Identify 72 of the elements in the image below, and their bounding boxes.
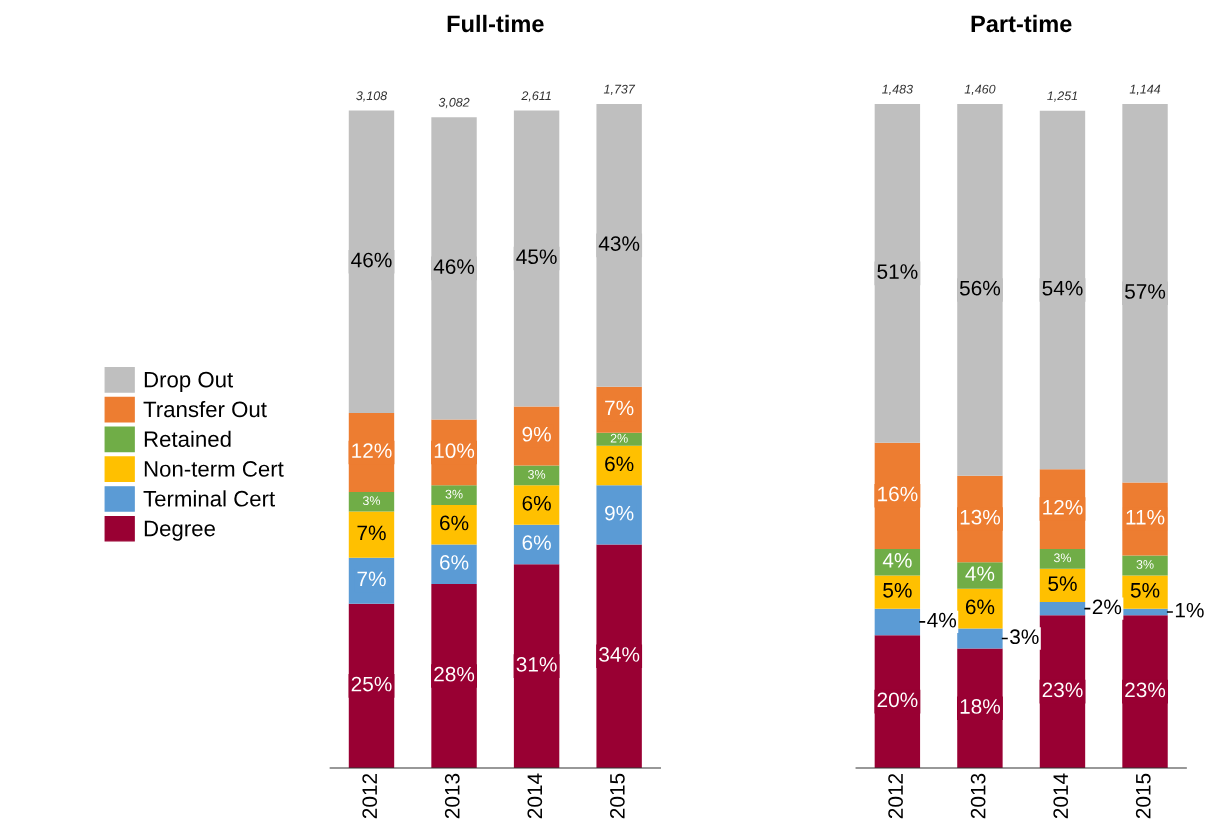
data-label: 6% [440,555,469,570]
chart-title: Part-time [971,14,1072,33]
data-label: 10% [434,443,475,459]
data-label: 6% [965,599,995,615]
data-label: 5% [1130,582,1160,598]
data-label: 46% [433,259,475,274]
text: 1,483 [882,84,913,96]
x-tick-label: 2015 [1135,773,1151,819]
data-label: 31% [516,656,557,672]
text: 1,460 [964,84,996,96]
data-label: 3% [1136,560,1154,569]
data-label: 43% [598,236,640,251]
text: 1,251 [1047,91,1078,102]
legend-label: Degree [144,520,215,541]
data-label: 12% [1043,499,1083,515]
legend-label: Retained [144,430,231,448]
data-label: 13% [960,509,1001,525]
x-tick-label: 2014 [1053,773,1069,819]
data-label: 6% [522,535,551,551]
data-label: 4% [882,553,912,568]
data-label: 34% [599,647,640,662]
data-label: 25% [351,676,392,692]
data-label: 7% [357,571,386,587]
data-label: 57% [1125,284,1166,299]
x-tick-label: 2013 [970,773,986,819]
data-label: 7% [357,525,386,541]
data-label: 16% [878,486,918,502]
data-label: 56% [959,280,1001,296]
legend-label: Drop Out [144,371,234,392]
data-label: 9% [522,426,551,442]
text: 1,737 [603,84,636,96]
data-label: 6% [440,515,469,531]
text: 1,144 [1129,84,1161,96]
data-label: 3% [1053,553,1072,563]
x-tick-label: 2012 [362,773,378,819]
data-label: 11% [1126,509,1165,525]
chart-title: Full-time [447,14,544,33]
data-label: 5% [883,582,912,598]
data-label: 5% [1048,576,1077,591]
x-tick-label: 2014 [527,773,543,819]
data-label: 23% [1042,682,1083,698]
data-label: 3% [1010,629,1039,645]
data-label: 12% [352,443,392,458]
data-label: 46% [351,252,392,268]
text: 3,108 [356,91,388,102]
data-label: 6% [522,495,551,511]
data-label: 1% [1175,602,1204,618]
annotation: 3,082 [438,97,470,109]
data-label: 3% [362,496,381,506]
legend-label: Terminal Cert [143,490,275,507]
data-label: 4% [927,612,957,628]
legend-label: Transfer Out [143,400,267,418]
x-tick-label: 2015 [609,773,625,819]
data-label: 45% [516,249,557,265]
text: 2,611 [521,91,551,102]
data-label: 2% [1092,599,1122,615]
data-label: 23% [1125,682,1166,698]
data-label: 4% [965,566,995,581]
data-label: 51% [877,264,918,279]
x-tick-label: 2012 [888,773,903,819]
legend-label: Non-term Cert [144,461,284,477]
data-label: 20% [877,692,918,708]
data-label: 18% [960,699,1001,714]
x-tick-label: 2013 [444,773,460,819]
data-label: 9% [605,505,634,521]
data-label: 3% [528,469,546,479]
data-label: 6% [605,456,634,472]
data-label: 7% [605,400,634,416]
data-label: 2% [610,433,628,443]
data-label: 54% [1042,280,1083,296]
data-label: 28% [434,666,475,682]
data-label: 3% [445,489,463,499]
